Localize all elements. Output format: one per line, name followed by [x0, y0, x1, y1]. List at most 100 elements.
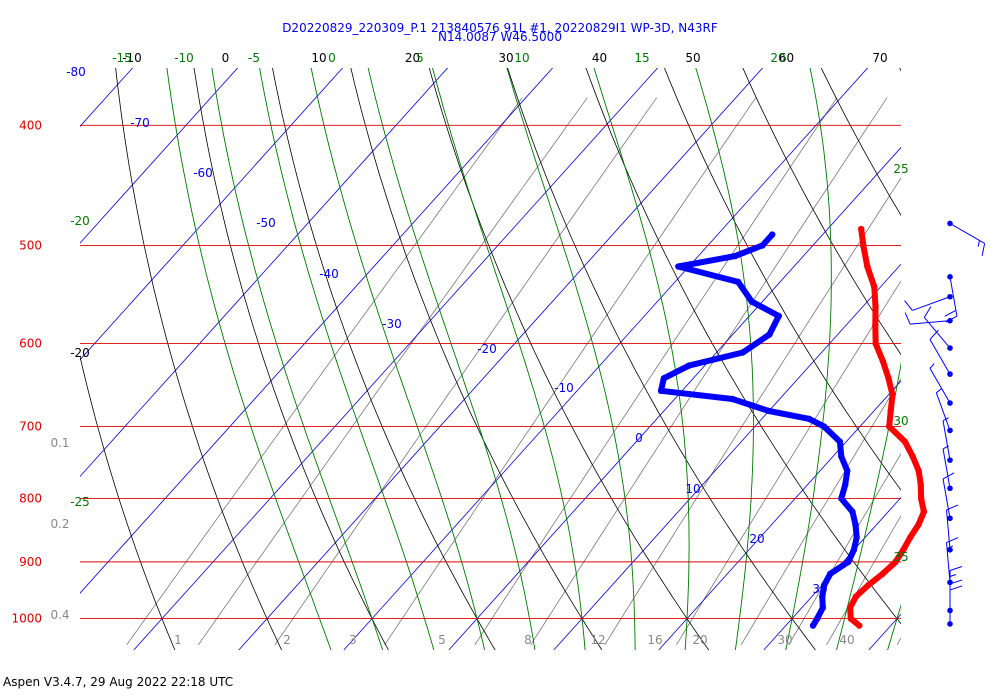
isotherm-label: 20: [749, 532, 764, 546]
isotherm-label: -40: [319, 267, 339, 281]
wind-barb: [942, 472, 955, 522]
dry-adiabat-line: [970, 53, 1000, 650]
dry-adiabat-line: [80, 354, 176, 651]
dry-adiabat-line: [507, 68, 816, 651]
edge-label-right: 35: [893, 550, 908, 564]
mixing-ratio-label: 5: [438, 633, 446, 647]
isotherm-label: 0: [635, 431, 643, 445]
temperature-point: [871, 283, 878, 291]
dewpoint-trace: [657, 231, 860, 629]
temperature-point: [852, 593, 860, 600]
moist-adiabat-line: [166, 68, 332, 651]
dewpoint-point: [844, 467, 851, 475]
temperature-point: [889, 391, 896, 399]
mixing-ratio-label: 16: [647, 633, 662, 647]
dewpoint-point: [731, 252, 739, 260]
dry-adiabat-line: [193, 68, 389, 651]
moist-adiabat-line: [785, 68, 832, 651]
mixing-ratio-lines: [126, 97, 1000, 646]
temperature-point: [892, 558, 899, 566]
mixing-ratio-line: [126, 97, 523, 646]
chart-title-line1: D20220829_220309_P.1 213840576 91L #1, 2…: [282, 21, 718, 35]
mixing-ratio-line: [949, 98, 1000, 645]
isotherm-label: -70: [130, 116, 150, 130]
moist-adiabat-line: [367, 68, 536, 651]
top-temperature-label: 40: [592, 51, 607, 65]
dewpoint-point: [748, 298, 755, 305]
mixing-ratio-line: [274, 97, 658, 646]
dewpoint-point: [836, 438, 844, 445]
edge-label-left: -25: [70, 495, 90, 509]
dry-adiabat-line: [664, 68, 901, 491]
temperature-point: [872, 303, 879, 310]
isobar-label: 500: [19, 238, 42, 252]
isotherm-line: [80, 68, 239, 244]
dry-adiabat-line: [820, 68, 901, 217]
temperature-point: [909, 453, 916, 460]
moist-adiabat-line: [593, 68, 690, 651]
mixing-ratio-label: 30: [777, 633, 792, 647]
mixing-ratio-label: 40: [839, 633, 854, 647]
isobar-label: 900: [19, 555, 42, 569]
isotherm-line: [343, 68, 869, 651]
moist-adiabat-line: [836, 361, 901, 651]
moist-adiabat-line: [211, 68, 384, 651]
isotherm-line: [868, 613, 901, 651]
dry-adiabat-line: [350, 68, 603, 651]
dewpoint-point: [759, 242, 766, 249]
top-temperature-label: 20: [405, 51, 420, 65]
wind-barb: [923, 306, 953, 351]
dry-adiabat-line: [585, 68, 901, 625]
edge-label-left: -20: [70, 214, 90, 228]
isotherm-line: [553, 263, 901, 651]
dry-adiabat-line: [428, 68, 710, 651]
dewpoint-point: [729, 395, 736, 403]
moist-adiabat-line: [991, 53, 1000, 650]
mixing-ratio-line: [740, 377, 901, 646]
dewpoint-point: [845, 558, 852, 566]
mixing-ratio-line: [826, 514, 901, 646]
wind-barb: [947, 579, 963, 627]
temperature-point: [917, 481, 924, 489]
dewpoint-point: [769, 231, 776, 238]
moist-adiabat-line: [310, 68, 486, 651]
isotherm-label: -10: [554, 381, 574, 395]
wind-barb: [946, 504, 959, 553]
wind-barb: [942, 417, 953, 463]
temperature-trace: [846, 225, 928, 629]
dewpoint-point: [685, 362, 693, 369]
dewpoint-point: [850, 546, 858, 553]
top-temperature-label: 0: [222, 51, 230, 65]
top-theta-label: 5: [416, 51, 424, 65]
edge-label-right: 25: [893, 162, 908, 176]
chart-title-line2: N14.0087 W46.5000: [438, 30, 562, 44]
temperature-point: [901, 438, 909, 445]
wind-barb: [935, 388, 953, 434]
isobar-label: 700: [19, 420, 42, 434]
top-theta-label: 0: [328, 51, 336, 65]
top-theta-label: 20: [770, 51, 785, 65]
temperature-point: [847, 615, 854, 622]
dewpoint-point: [675, 263, 682, 270]
temperature-point: [879, 358, 887, 365]
isotherm-label: -20: [477, 342, 497, 356]
wind-barb: [904, 293, 953, 311]
mixing-ratio-label: 3: [349, 633, 357, 647]
top-theta-label: -10: [174, 51, 194, 65]
mixing-ratio-label: 8: [524, 633, 532, 647]
dewpoint-point: [660, 375, 668, 382]
dry-adiabat-line: [115, 68, 282, 651]
isotherm-label: -80: [66, 65, 86, 79]
dewpoint-point: [775, 312, 782, 320]
isotherm-line: [238, 68, 764, 651]
temperature-point: [886, 423, 893, 430]
dewpoint-point: [849, 508, 856, 515]
dewpoint-point: [820, 423, 828, 430]
mixing-ratio-line: [384, 97, 757, 646]
dewpoint-point: [838, 495, 845, 502]
mixing-ratio-label: 1: [174, 633, 182, 647]
temperature-point: [879, 570, 887, 577]
isotherm-line: [974, 53, 1000, 650]
dewpoint-point: [805, 415, 813, 423]
